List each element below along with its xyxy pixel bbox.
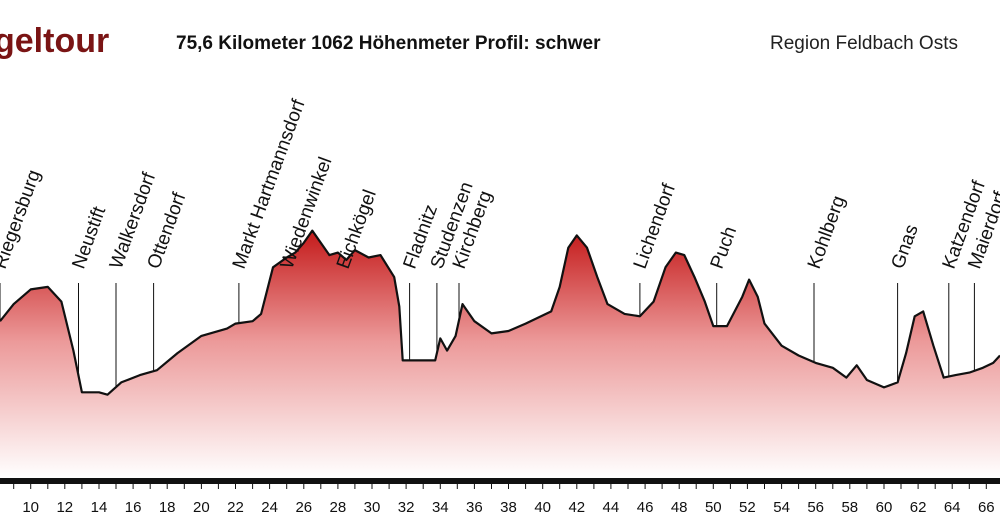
elevation-line xyxy=(0,229,1000,396)
place-label: Gnas xyxy=(888,222,923,272)
place-label: Kohlberg xyxy=(804,193,850,272)
x-tick-label: 22 xyxy=(227,499,244,516)
x-tick-label: 18 xyxy=(159,499,176,516)
x-tick-label: 54 xyxy=(773,499,790,516)
x-tick-label: 20 xyxy=(193,499,210,516)
x-tick-label: 10 xyxy=(22,499,39,516)
x-tick-label: 40 xyxy=(534,499,551,516)
x-tick-label: 14 xyxy=(91,499,108,516)
route-title: geltour xyxy=(0,22,109,60)
x-tick-label: 30 xyxy=(364,499,381,516)
x-tick-label: 46 xyxy=(637,499,654,516)
x-tick-label: 42 xyxy=(568,499,585,516)
axis-band xyxy=(0,478,1000,484)
x-tick-label: 52 xyxy=(739,499,756,516)
x-tick-label: 66 xyxy=(978,499,995,516)
x-tick-label: 48 xyxy=(671,499,688,516)
place-label: Neustift xyxy=(68,203,110,271)
x-tick-label: 62 xyxy=(910,499,927,516)
x-tick-label: 58 xyxy=(841,499,858,516)
x-tick-label: 16 xyxy=(125,499,142,516)
profile-layer xyxy=(0,229,1000,478)
place-label: Riegersburg xyxy=(0,167,45,271)
x-tick-label: 24 xyxy=(261,499,278,516)
x-tick-label: 12 xyxy=(56,499,73,516)
x-tick-label: 34 xyxy=(432,499,449,516)
x-tick-label: 26 xyxy=(295,499,312,516)
x-tick-label: 28 xyxy=(330,499,347,516)
x-axis: 10 12 14 16 18 20 22 24 26 28 30 32 34 36 38 40 42 44 46 48… xyxy=(0,478,1000,516)
x-tick-label: 38 xyxy=(500,499,517,516)
x-tick-label: 36 xyxy=(466,499,483,516)
x-tick-label: 64 xyxy=(944,499,961,516)
x-tick-label: 50 xyxy=(705,499,722,516)
region-label: Region Feldbach Osts xyxy=(770,33,958,54)
x-tick-label: 60 xyxy=(876,499,893,516)
elevation-area xyxy=(0,230,1000,478)
x-tick-label: 56 xyxy=(807,499,824,516)
place-label: Puch xyxy=(707,224,742,272)
x-tick-label: 44 xyxy=(603,499,620,516)
x-tick-label: 32 xyxy=(398,499,415,516)
route-stats: 75,6 Kilometer 1062 Höhenmeter Profil: s… xyxy=(176,33,601,54)
